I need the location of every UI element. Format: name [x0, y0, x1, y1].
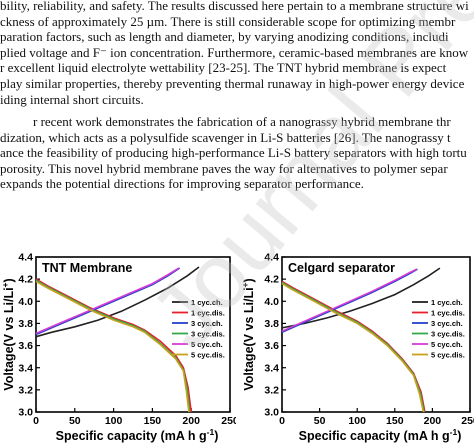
y-tick-label: 3.0 [18, 407, 33, 419]
legend-label: 5 cyc.ch. [431, 340, 463, 349]
series-line [35, 278, 192, 413]
legend-label: 1 cyc.dis. [431, 309, 465, 318]
x-tick-label: 100 [105, 415, 123, 427]
paragraph-1: bility, reliability, and safety. The res… [0, 0, 474, 107]
text-line: expands the potential directions for imp… [0, 176, 364, 192]
y-tick-label: 3.6 [264, 340, 279, 352]
y-tick-label: 3.4 [264, 362, 279, 374]
legend-label: 1 cyc.ch. [431, 298, 463, 307]
y-tick-label: 4.4 [264, 252, 279, 264]
y-axis-label: Voltage(V vs Li/Li+) [240, 278, 256, 390]
legend-label: 3 cyc.dis. [431, 330, 465, 339]
series-line [281, 281, 425, 413]
text-line: r excellent liquid electrolyte wettabili… [0, 60, 447, 76]
y-tick-label: 3.2 [264, 384, 279, 396]
x-tick-label: 50 [69, 415, 81, 427]
legend-label: 5 cyc.dis. [431, 351, 465, 360]
y-tick-label: 3.4 [18, 362, 33, 374]
y-tick-label: 4.4 [18, 252, 33, 264]
x-tick-label: 250 [221, 415, 236, 427]
text-line: play similar properties, thereby prevent… [0, 75, 465, 91]
chart-title: Celgard separator [288, 261, 395, 275]
text-line: porosity. This novel hybrid membrane pav… [0, 160, 448, 176]
y-tick-label: 4.2 [264, 274, 279, 286]
legend-label: 3 cyc.ch. [431, 319, 463, 328]
text-line: ance the feasibility of producing high-p… [0, 145, 467, 161]
text-line: bility, reliability, and safety. The res… [0, 0, 469, 13]
x-tick-label: 200 [182, 415, 200, 427]
text-line: ckness of approximately 25 µm. There is … [0, 13, 456, 29]
y-axis-label: Voltage(V vs Li/Li+) [0, 278, 16, 390]
legend-label: 5 cyc.ch. [191, 340, 223, 349]
x-tick-label: 0 [33, 415, 39, 427]
y-tick-label: 3.0 [264, 407, 279, 419]
x-tick-label: 0 [279, 415, 285, 427]
series-line [35, 280, 190, 413]
y-tick-label: 4.2 [18, 274, 33, 286]
x-tick-label: 50 [314, 415, 326, 427]
x-tick-label: 200 [424, 415, 442, 427]
y-tick-label: 4.0 [264, 296, 279, 308]
y-tick-label: 3.2 [18, 384, 33, 396]
chart-title: TNT Membrane [42, 261, 132, 275]
plot-frame [281, 256, 471, 413]
x-axis-label: Specific capacity (mA h g-1) [56, 427, 219, 443]
series-line [281, 267, 441, 329]
series-line [281, 268, 418, 334]
x-tick-label: 250 [461, 415, 474, 427]
legend-label: 3 cyc.ch. [191, 319, 223, 328]
series-line [281, 268, 417, 332]
celgard-separator-chart: 0 50 100 150 200 250 3.0 3.2 3.4 3.6 3.8 4.0 4.2 4.4 C… [240, 252, 474, 443]
x-tick-label: 150 [144, 415, 162, 427]
series-line [35, 267, 181, 336]
y-tick-label: 3.6 [18, 340, 33, 352]
legend-label: 1 cyc.dis. [191, 309, 225, 318]
legend-label: 5 cyc.dis. [191, 351, 225, 360]
tnt-membrane-chart: 0 50 100 150 200 250 3.0 3.2 3.4 3.6 3.8 4.0 4.2 4.4 T… [0, 252, 236, 443]
series-line [35, 267, 180, 335]
text-line: iding internal short circuits. [0, 91, 144, 107]
legend-label: 1 cyc.ch. [191, 298, 223, 307]
y-tick-label: 3.8 [18, 318, 33, 330]
text-line: r recent work demonstrates the fabricati… [33, 114, 451, 129]
x-tick-label: 150 [386, 415, 404, 427]
x-tick-label: 100 [348, 415, 366, 427]
y-tick-label: 3.8 [264, 318, 279, 330]
series-line [35, 266, 200, 338]
text-line: paration factors, such as length and dia… [0, 29, 449, 45]
text-line: dization, which acts as a polysulfide sc… [0, 129, 451, 145]
series-line [281, 282, 425, 413]
paragraph-2: r recent work demonstrates the fabricati… [0, 114, 474, 192]
x-axis-label: Specific capacity (mA h g-1) [299, 427, 462, 443]
legend-label: 3 cyc.dis. [191, 330, 225, 339]
text-line: plied voltage and F⁻ ion concentration. … [0, 44, 469, 60]
y-tick-label: 4.0 [18, 296, 33, 308]
